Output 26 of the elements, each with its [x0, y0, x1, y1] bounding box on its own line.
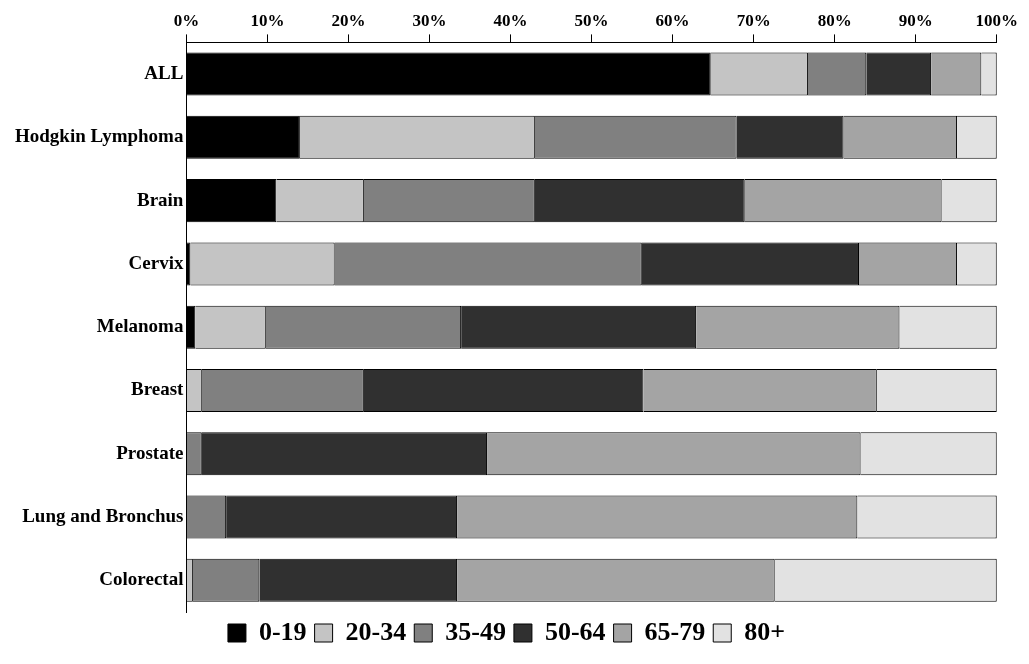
y-tick-label: Breast [131, 378, 185, 400]
y-tick-label: Colorectal [99, 568, 184, 590]
y-tick-label: Lung and Bronchus [22, 504, 184, 526]
legend-label: 0-19 [258, 616, 307, 646]
x-tick-label: 90% [898, 10, 933, 30]
legend-label: 50-64 [544, 616, 606, 646]
x-tick-label: 30% [412, 10, 447, 30]
x-tick-label: 10% [250, 10, 285, 30]
legend-label: 65-79 [644, 616, 706, 646]
x-tick-label: 70% [736, 10, 771, 30]
legend-label: 80+ [744, 616, 786, 646]
y-tick-label: Melanoma [96, 315, 184, 337]
y-tick-label: Cervix [128, 251, 184, 273]
y-tick-label: Hodgkin Lymphoma [15, 125, 184, 147]
legend-label: 20-34 [345, 616, 407, 646]
x-tick-label: 100% [975, 10, 1018, 30]
y-tick-label: Prostate [116, 441, 184, 463]
x-tick-label: 60% [655, 10, 690, 30]
y-tick-label: Brain [136, 188, 184, 210]
x-tick-label: 0% [173, 10, 200, 30]
x-tick-label: 20% [331, 10, 366, 30]
x-tick-label: 40% [493, 10, 528, 30]
x-tick-label: 80% [817, 10, 852, 30]
y-tick-label: ALL [144, 61, 184, 83]
x-tick-label: 50% [574, 10, 609, 30]
legend-label: 35-49 [445, 616, 506, 646]
